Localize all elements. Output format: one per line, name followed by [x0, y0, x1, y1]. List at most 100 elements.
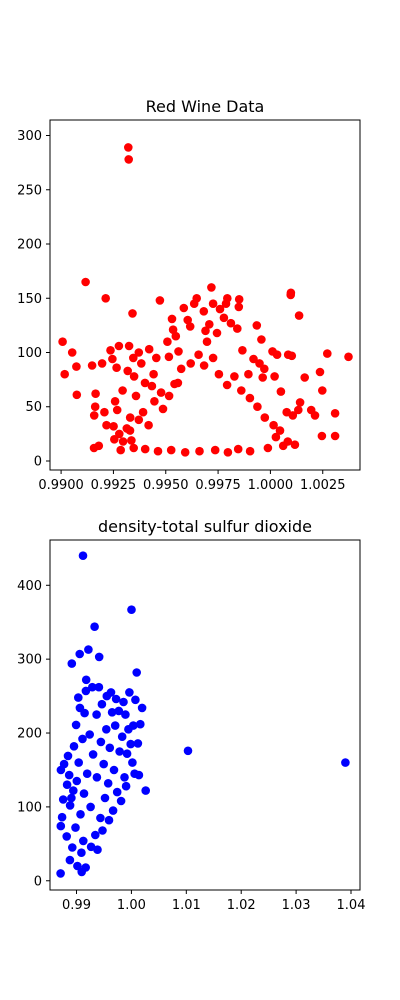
y-tick-label: 150 — [17, 292, 42, 307]
axes-frame — [49, 119, 361, 471]
data-point — [167, 314, 177, 324]
data-point — [234, 302, 244, 312]
data-point — [58, 795, 68, 804]
data-point — [67, 793, 76, 803]
data-point — [108, 806, 118, 815]
data-point — [86, 842, 96, 852]
data-point — [149, 369, 158, 379]
data-point — [118, 386, 127, 395]
data-point — [94, 682, 104, 692]
data-point — [56, 869, 65, 878]
data-point — [59, 759, 69, 769]
x-tick-label: 1.01 — [172, 898, 201, 913]
axes-frame — [49, 539, 361, 891]
data-point — [125, 413, 135, 422]
data-point — [62, 780, 72, 789]
data-point — [82, 769, 92, 778]
data-point — [78, 551, 88, 560]
data-point — [57, 812, 67, 822]
data-point — [91, 830, 100, 840]
data-point — [107, 708, 117, 717]
data-point — [222, 380, 232, 390]
data-point — [81, 863, 90, 872]
data-point — [294, 405, 303, 415]
data-point — [69, 742, 79, 751]
data-point — [128, 309, 137, 318]
y-tick-label: 300 — [17, 653, 42, 668]
data-point — [155, 296, 165, 305]
data-point — [344, 352, 353, 362]
data-point — [300, 373, 310, 382]
y-tick-label: 200 — [17, 238, 42, 253]
data-point — [124, 341, 134, 351]
data-point — [173, 378, 183, 388]
data-point — [80, 708, 89, 718]
data-point — [79, 836, 88, 846]
data-point — [244, 369, 253, 379]
data-point — [287, 351, 297, 361]
data-point — [271, 432, 281, 442]
data-points — [58, 143, 353, 457]
data-point — [234, 295, 244, 304]
data-point — [81, 686, 91, 696]
data-point — [208, 353, 218, 363]
data-points — [56, 551, 350, 878]
data-point — [152, 353, 161, 363]
data-point — [94, 441, 104, 451]
data-point — [109, 422, 118, 431]
data-point — [258, 373, 268, 382]
data-point — [138, 407, 148, 417]
data-point — [100, 793, 110, 803]
data-point — [176, 364, 186, 374]
data-point — [124, 143, 133, 152]
data-point — [129, 721, 138, 730]
y-tick-label: 0 — [34, 874, 42, 889]
y-tick-label: 300 — [17, 129, 42, 144]
data-point — [76, 810, 85, 819]
data-point — [127, 605, 136, 614]
chart-1: Red Wine Data 0.9900 0.9925 0.9950 0.9975 1.0… — [17, 97, 361, 493]
data-point — [117, 732, 127, 741]
x-tick-label: 0.9900 — [38, 478, 84, 493]
data-point — [84, 645, 93, 654]
data-point — [106, 688, 116, 697]
y-tick-label: 400 — [17, 579, 42, 594]
data-point — [202, 337, 212, 347]
data-point — [223, 294, 232, 303]
data-point — [63, 751, 73, 761]
data-point — [207, 283, 216, 292]
data-point — [317, 431, 327, 441]
data-point — [93, 845, 102, 854]
data-point — [194, 350, 203, 360]
y-tick-label: 200 — [17, 727, 42, 742]
data-point — [112, 787, 122, 797]
data-point — [140, 444, 150, 454]
data-point — [74, 693, 83, 702]
data-point — [323, 349, 332, 358]
y-tick-label: 50 — [25, 400, 42, 415]
data-point — [129, 443, 138, 453]
data-point — [168, 325, 178, 335]
x-tick-label: 0.99 — [62, 898, 91, 913]
data-point — [65, 855, 75, 865]
data-point — [183, 746, 193, 756]
data-point — [112, 363, 121, 373]
data-point — [90, 402, 100, 412]
data-point — [121, 781, 131, 791]
data-point — [238, 346, 247, 355]
data-point — [286, 288, 296, 298]
data-point — [119, 697, 128, 707]
data-point — [208, 299, 218, 309]
data-point — [174, 347, 183, 356]
data-point — [272, 350, 282, 360]
data-point — [205, 320, 214, 329]
data-point — [144, 420, 153, 430]
x-tick-label: 1.03 — [282, 898, 311, 913]
data-point — [71, 823, 80, 832]
data-point — [210, 445, 220, 455]
data-point — [164, 352, 174, 362]
data-point — [129, 353, 138, 363]
data-point — [114, 706, 124, 716]
data-point — [341, 758, 350, 767]
data-point — [132, 668, 141, 677]
